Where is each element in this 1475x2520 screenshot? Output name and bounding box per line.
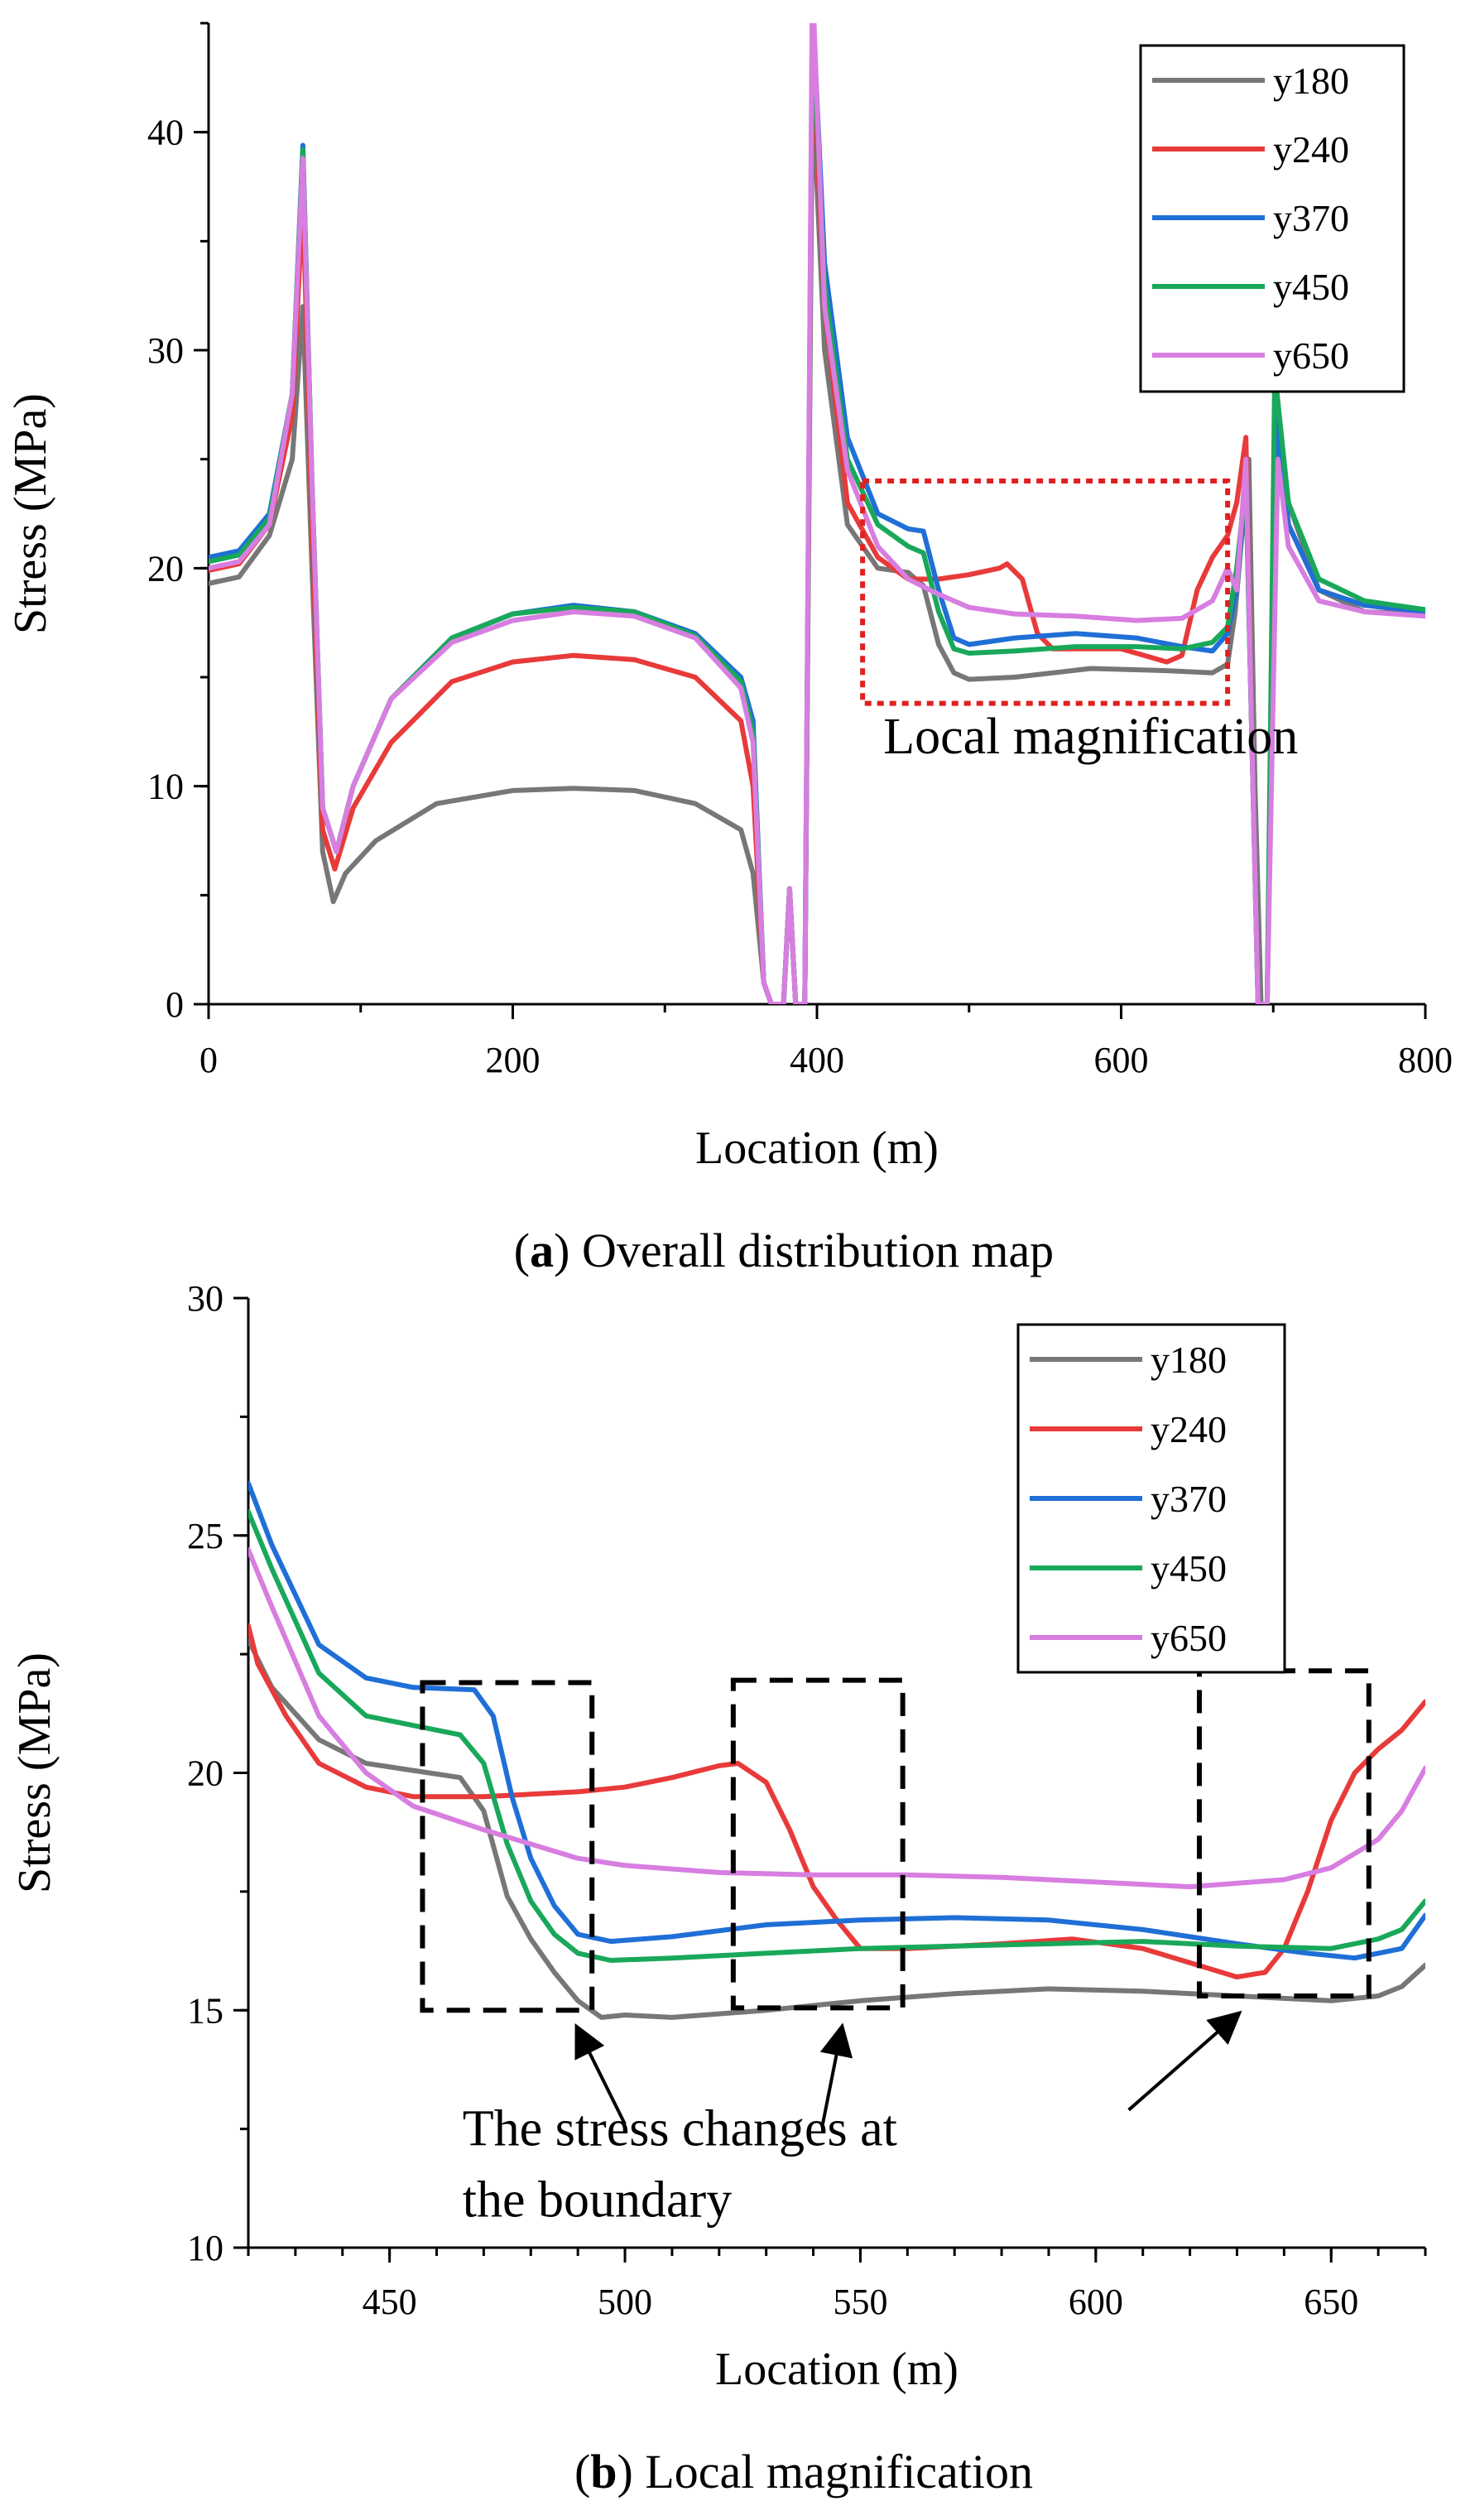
caption-text: Local magnification: [645, 2445, 1033, 2498]
y-tick-label: 25: [187, 1516, 223, 1556]
legend: y180 y240 y370 y450 y650: [1016, 1323, 1286, 1674]
caption-text: Overall distribution map: [582, 1224, 1054, 1277]
x-tick-label: 600: [1094, 1040, 1149, 1080]
legend-label: y240: [1273, 128, 1349, 171]
y-tick-label: 30: [187, 1278, 223, 1319]
legend-label: y450: [1151, 1547, 1227, 1589]
x-tick-label: 600: [1069, 2282, 1123, 2322]
legend-label: y240: [1151, 1408, 1227, 1450]
legend-label: y650: [1273, 334, 1349, 377]
y-tick-label: 20: [187, 1753, 223, 1794]
x-axis-title: Location (m): [715, 2344, 959, 2395]
chart-panel-a: 0 200 400 600 800 0 10 20 30 40 Location (m) Stress…: [5, 22, 1453, 1277]
legend: y180 y240 y370 y450 y650: [1139, 44, 1405, 393]
boundary-box: [420, 1680, 595, 2013]
x-tick-label: 500: [598, 2282, 652, 2322]
y-tick-label: 40: [147, 113, 184, 153]
x-tick-label: 550: [833, 2282, 887, 2322]
y-axis-title: Stress (MPa): [9, 1652, 60, 1893]
legend-label: y650: [1151, 1617, 1227, 1659]
y-tick-label: 10: [187, 2228, 223, 2268]
y-tick-label: 15: [187, 1990, 223, 2031]
x-axis-title: Location (m): [695, 1123, 939, 1174]
x-tick-label: 650: [1304, 2282, 1358, 2322]
y-tick-label: 10: [147, 767, 184, 807]
y-tick-label: 20: [147, 548, 184, 589]
annotation-arrow: [1127, 2010, 1242, 2112]
chart-panel-b: 450 500 550 600 650 10 15 20 25 30 Location (m) Str…: [9, 1278, 1427, 2498]
legend-label: y370: [1273, 197, 1349, 239]
y-axis-title: Stress (MPa): [5, 393, 56, 634]
legend-label: y180: [1151, 1339, 1227, 1381]
caption-label: a: [530, 1224, 554, 1277]
legend-label: y450: [1273, 266, 1349, 308]
legend-label: y180: [1273, 60, 1349, 102]
panel-caption: (a) Overall distribution map: [514, 1224, 1054, 1277]
x-tick-label: 400: [790, 1040, 844, 1080]
series-line-y240: [209, 42, 1425, 1004]
x-tick-label: 450: [363, 2282, 417, 2322]
annotation-text-line: The stress changes at: [463, 2101, 897, 2157]
series-line-y650: [209, 23, 1425, 1004]
x-tick-label: 800: [1398, 1040, 1453, 1080]
series-line-y650: [248, 1547, 1425, 1890]
panel-caption: (b) Local magnification: [574, 2445, 1033, 2498]
legend-label: y370: [1151, 1478, 1227, 1520]
series-line-y450: [248, 1509, 1425, 1963]
y-tick-label: 30: [147, 330, 184, 371]
caption-label: b: [590, 2445, 617, 2498]
boundary-box: [730, 1677, 906, 2011]
annotation-arrow: [819, 2022, 853, 2125]
annotation-text: Local magnification: [883, 709, 1298, 765]
series-line-y180: [248, 1637, 1425, 2020]
y-tick-label: 0: [166, 984, 184, 1025]
magnification-box: [860, 479, 1231, 706]
x-tick-label: 200: [486, 1040, 541, 1080]
x-tick-label: 0: [199, 1040, 218, 1080]
annotation-text-line: the boundary: [463, 2172, 732, 2229]
annotation-arrow: [574, 2023, 627, 2125]
